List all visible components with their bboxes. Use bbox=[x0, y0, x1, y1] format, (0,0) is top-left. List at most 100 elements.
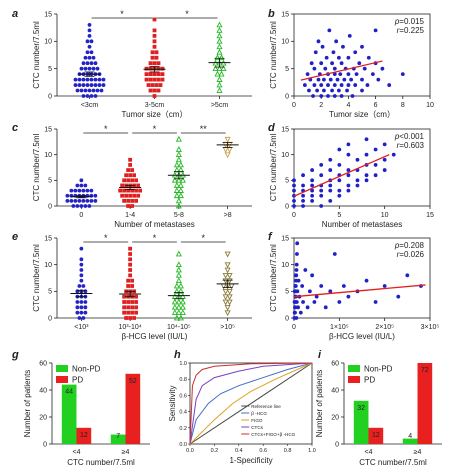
y-axis-label: CTC number/7.5ml bbox=[32, 244, 41, 312]
data-point bbox=[126, 198, 131, 203]
x-tick-label: <4 bbox=[365, 449, 373, 456]
data-point bbox=[301, 198, 305, 203]
data-point bbox=[216, 43, 223, 50]
data-point bbox=[315, 88, 320, 93]
bar-value-label: 12 bbox=[80, 432, 88, 439]
data-point bbox=[171, 309, 178, 316]
data-point bbox=[323, 305, 328, 310]
data-point bbox=[152, 61, 157, 66]
data-point bbox=[301, 193, 305, 198]
data-point bbox=[364, 173, 369, 178]
data-point bbox=[101, 77, 106, 82]
data-point bbox=[224, 262, 231, 269]
data-point bbox=[89, 94, 94, 98]
x-tick-label: >10⁵ bbox=[220, 324, 235, 331]
data-point bbox=[346, 72, 351, 77]
x-tick-label: 2 bbox=[319, 102, 323, 109]
data-point bbox=[150, 55, 155, 60]
data-point bbox=[134, 300, 139, 304]
data-point bbox=[294, 262, 299, 267]
data-point bbox=[81, 284, 86, 288]
data-point bbox=[175, 197, 182, 204]
data-point bbox=[75, 305, 80, 310]
panel-h: 0.0 0.2 0.4 0.6 0.8 1.0 0.0 0.2 0.4 0.6 0.8 1.0 Sens… bbox=[168, 361, 316, 465]
data-point bbox=[171, 176, 178, 183]
y-tick-label: 60 bbox=[331, 360, 339, 367]
data-point bbox=[134, 198, 139, 203]
legend-swatch bbox=[56, 376, 68, 383]
data-point bbox=[83, 310, 88, 315]
data-point bbox=[319, 193, 324, 198]
data-point bbox=[347, 33, 352, 38]
data-point bbox=[130, 198, 135, 203]
data-point bbox=[154, 83, 159, 87]
data-point bbox=[156, 72, 161, 77]
data-point bbox=[319, 83, 324, 87]
data-point bbox=[305, 305, 310, 310]
data-point bbox=[87, 33, 92, 38]
data-point bbox=[295, 252, 299, 256]
data-point bbox=[134, 294, 139, 299]
data-point bbox=[177, 282, 184, 289]
data-point bbox=[91, 66, 96, 71]
data-point bbox=[97, 83, 102, 87]
data-point bbox=[331, 50, 336, 55]
bar bbox=[125, 373, 141, 444]
panel-g: 0 20 40 60 Number of patients 44 12 <4 7 52 ≥4 CTC … bbox=[23, 360, 150, 467]
data-point bbox=[293, 310, 297, 315]
data-point bbox=[177, 161, 184, 168]
data-point bbox=[332, 252, 337, 256]
data-point bbox=[79, 273, 84, 278]
y-tick-label: 10 bbox=[44, 262, 52, 269]
x-tick-label: 0.6 bbox=[259, 448, 267, 454]
data-point bbox=[305, 72, 310, 77]
y-axis-label: CTC number/7.5ml bbox=[269, 244, 278, 312]
data-point bbox=[310, 193, 315, 198]
x-tick-label: 10³-10⁴ bbox=[119, 324, 142, 331]
data-point bbox=[349, 77, 354, 82]
data-point bbox=[75, 204, 80, 208]
data-point bbox=[83, 305, 88, 310]
data-point bbox=[75, 183, 80, 188]
data-point bbox=[73, 198, 78, 203]
x-tick-label: 6 bbox=[374, 102, 378, 109]
data-point bbox=[357, 61, 362, 66]
data-point bbox=[327, 28, 332, 33]
data-point bbox=[171, 298, 178, 305]
data-point bbox=[77, 198, 82, 203]
data-point bbox=[391, 152, 396, 157]
panel-letter-e: e bbox=[12, 231, 18, 243]
data-point bbox=[175, 250, 182, 257]
data-point bbox=[146, 83, 151, 87]
data-point bbox=[212, 65, 219, 72]
y-tick-label: 0 bbox=[43, 441, 47, 448]
data-point bbox=[128, 246, 133, 251]
data-point bbox=[128, 173, 133, 178]
y-tick-label: 0.0 bbox=[179, 442, 187, 448]
x-tick-label: 3×10⁵ bbox=[421, 324, 440, 331]
data-point bbox=[156, 61, 161, 66]
data-point bbox=[93, 198, 98, 203]
data-point bbox=[387, 83, 392, 87]
panel-letter-f: f bbox=[268, 231, 273, 243]
data-point bbox=[79, 88, 84, 93]
data-point bbox=[295, 289, 300, 294]
data-point bbox=[220, 65, 227, 72]
y-tick-label: 0 bbox=[335, 441, 339, 448]
data-point bbox=[292, 204, 296, 208]
data-point bbox=[339, 61, 344, 66]
data-point bbox=[126, 300, 131, 304]
data-point bbox=[224, 152, 231, 159]
data-point bbox=[301, 300, 305, 304]
data-point bbox=[328, 77, 333, 82]
data-point bbox=[362, 66, 367, 71]
x-axis-label: Number of metastases bbox=[322, 220, 402, 229]
bar bbox=[353, 400, 369, 444]
stat-value: =0.225 bbox=[399, 26, 424, 35]
data-point bbox=[355, 183, 360, 188]
data-point bbox=[330, 61, 334, 66]
x-tick-label: <4 bbox=[73, 449, 81, 456]
data-point bbox=[95, 66, 100, 71]
data-point bbox=[173, 181, 180, 188]
